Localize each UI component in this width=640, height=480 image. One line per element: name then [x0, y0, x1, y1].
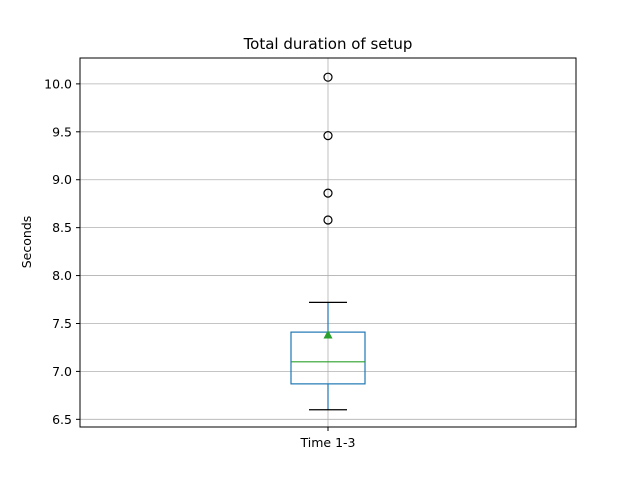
- mean-marker: [323, 329, 333, 339]
- y-tick-label: 10.0: [44, 76, 72, 91]
- plot-layer: [290, 72, 366, 411]
- y-tick-label: 9.0: [52, 172, 72, 187]
- y-tick-label: 6.5: [52, 412, 72, 427]
- y-axis-label: Seconds: [19, 216, 34, 269]
- x-tick-label: Time 1-3: [300, 435, 356, 450]
- y-tick-label: 8.5: [52, 220, 72, 235]
- chart-title: Total duration of setup: [243, 35, 413, 53]
- outlier-point: [323, 215, 333, 225]
- grid-layer: [80, 58, 576, 427]
- x-axis: Time 1-3: [300, 427, 356, 450]
- y-tick-label: 7.5: [52, 316, 72, 331]
- y-tick-label: 8.0: [52, 268, 72, 283]
- y-tick-label: 9.5: [52, 124, 72, 139]
- outlier-point: [323, 131, 333, 141]
- outlier-point: [323, 188, 333, 198]
- y-tick-label: 7.0: [52, 364, 72, 379]
- y-axis: 6.5 7.0 7.5 8.0 8.5 9.0 9.5 10.0: [44, 76, 80, 427]
- outlier-point: [323, 72, 333, 82]
